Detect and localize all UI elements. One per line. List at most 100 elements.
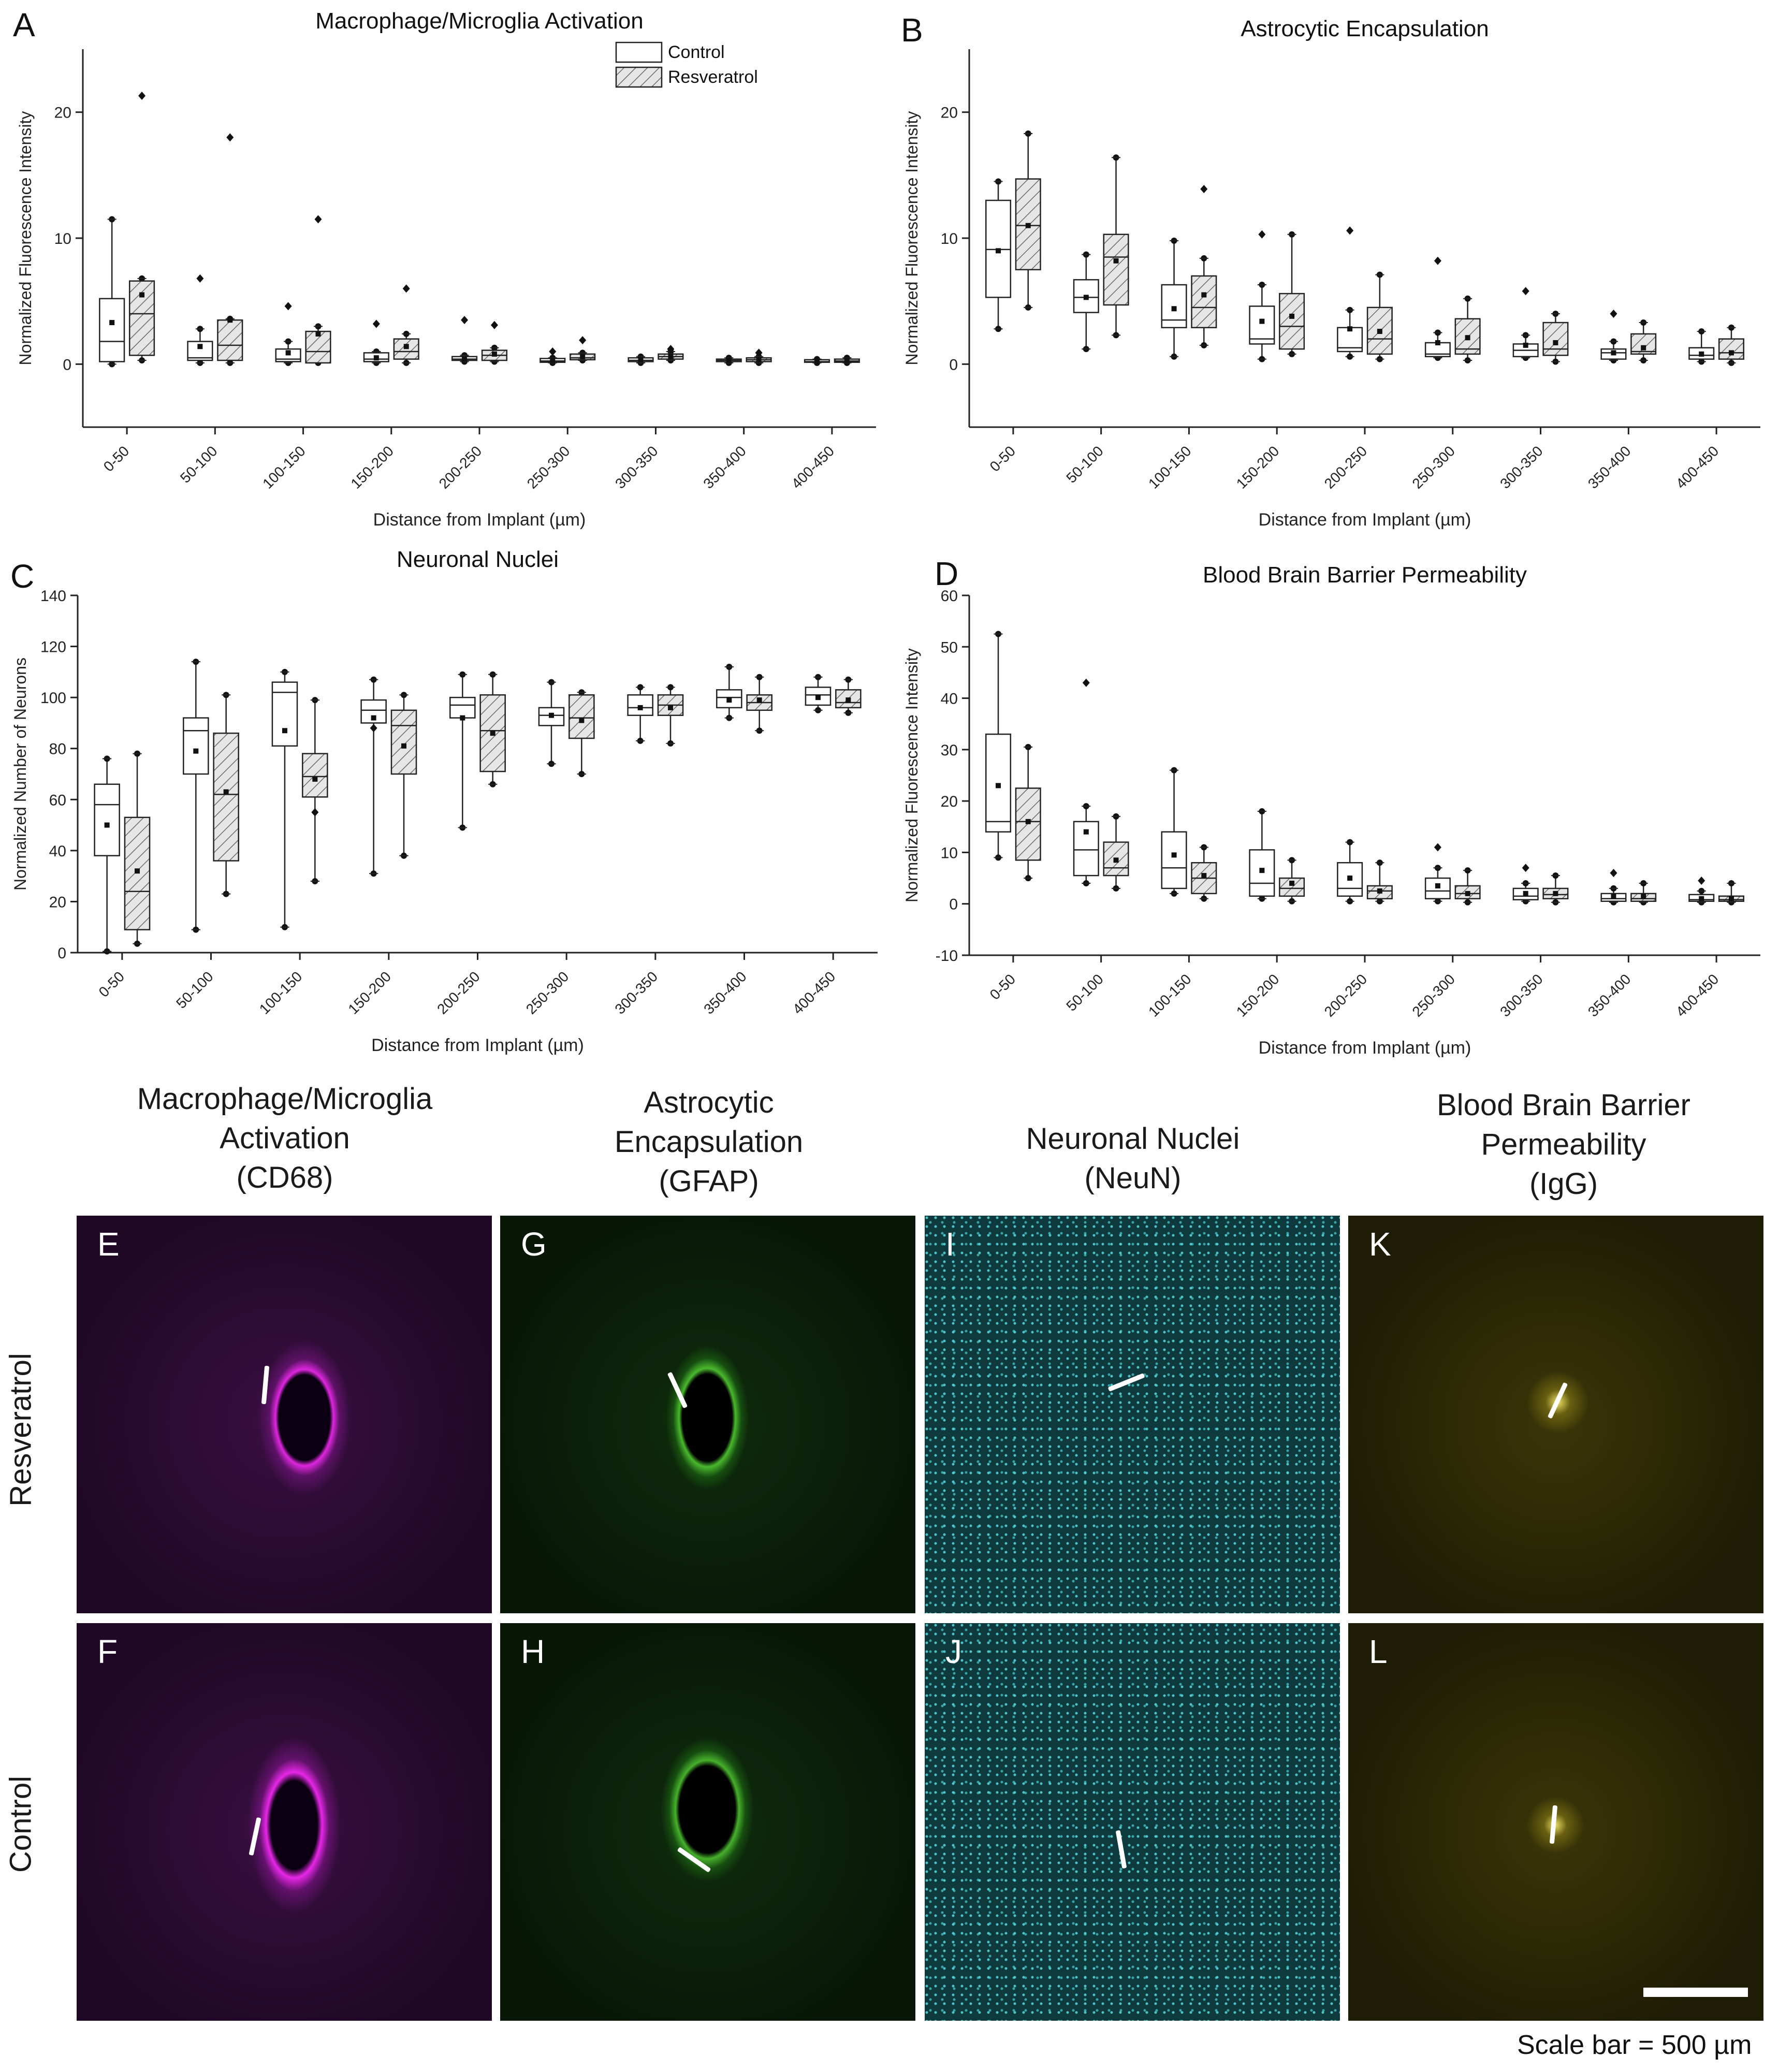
mean-marker (814, 358, 820, 364)
x-tick-label: 350-400 (1585, 443, 1634, 492)
mean-marker (104, 822, 110, 828)
box-resveratrol (302, 753, 328, 798)
y-tick-label: -10 (936, 947, 958, 965)
y-axis-label: Normalized Fluorescence Intensity (902, 111, 921, 366)
x-tick-label: 50-100 (1063, 443, 1106, 486)
y-tick-label: 20 (54, 105, 71, 122)
y-tick-label: 0 (949, 356, 958, 373)
x-tick-label: 350-400 (700, 443, 749, 492)
mean-marker (756, 357, 762, 362)
mean-marker (579, 718, 585, 723)
box-resveratrol (305, 330, 331, 364)
y-axis-label: Normalized Fluorescence Intensity (16, 111, 35, 366)
x-tick-label: 300-350 (1497, 971, 1546, 1020)
x-tick-label: 150-200 (1233, 971, 1282, 1020)
y-tick-label: 20 (49, 894, 66, 911)
mean-marker (550, 358, 556, 363)
x-tick-label: 250-300 (524, 443, 573, 492)
micrograph-tile-g: G (500, 1216, 915, 1613)
column-title-line: Astrocytic (644, 1086, 774, 1119)
mean-marker (193, 748, 199, 754)
column-title-line: Macrophage/Microglia (137, 1082, 433, 1116)
x-tick-label: 250-300 (1409, 443, 1458, 492)
box-control (1161, 831, 1187, 889)
micrograph-tile-i: I (925, 1216, 1340, 1613)
column-title-line: Blood Brain Barrier (1437, 1088, 1690, 1122)
mean-marker (637, 705, 643, 710)
x-tick-label: 50-100 (173, 968, 216, 1012)
mean-marker (1611, 350, 1616, 356)
x-tick-label: 0-50 (987, 443, 1019, 475)
row-label-control: Control (4, 1776, 38, 1873)
y-tick-label: 140 (40, 588, 66, 605)
row-label-resveratrol: Resveratrol (4, 1353, 38, 1507)
x-tick-label: 400-450 (790, 968, 839, 1017)
mean-marker (845, 697, 851, 703)
mean-marker (1025, 819, 1031, 824)
panel-letter: L (1369, 1633, 1388, 1670)
outlier-point (667, 345, 675, 354)
mean-marker (223, 789, 229, 795)
outlier-point (1522, 864, 1529, 872)
column-title-gfap: Astrocytic Encapsulation (GFAP) (502, 1083, 916, 1201)
mean-marker (1289, 313, 1295, 319)
mean-marker (1201, 292, 1207, 298)
chart-title: Neuronal Nuclei (397, 547, 559, 572)
y-tick-label: 10 (54, 230, 71, 247)
box-control (1249, 305, 1275, 345)
x-axis-label: Distance from Implant (µm) (371, 1035, 584, 1055)
mean-marker (1171, 852, 1177, 858)
box-control (449, 696, 476, 719)
mean-marker (1641, 893, 1646, 899)
x-tick-label: 200-250 (436, 443, 485, 492)
mean-marker (996, 248, 1001, 254)
x-axis-label: Distance from Implant (µm) (373, 510, 586, 530)
column-title-line: Activation (220, 1121, 350, 1155)
mean-marker (490, 731, 495, 736)
mean-marker (1523, 342, 1528, 348)
outlier-point (1200, 185, 1208, 194)
x-axis-label: Distance from Implant (µm) (1259, 1038, 1471, 1058)
mean-marker (668, 354, 674, 359)
column-title-line: (CD68) (236, 1161, 333, 1194)
legend-label: Resveratrol (668, 67, 758, 87)
mean-marker (1259, 318, 1265, 324)
x-tick-label: 150-200 (347, 443, 397, 492)
chart-group: A Macrophage/Microglia Activation 0 10 20 Nor… (10, 6, 1760, 1058)
mean-marker (548, 712, 554, 718)
x-tick-label: 400-450 (1673, 971, 1722, 1020)
mean-marker (1728, 896, 1734, 901)
mean-marker (815, 695, 821, 701)
box-control (99, 298, 125, 362)
mean-marker (373, 355, 379, 361)
mean-marker (1083, 295, 1089, 300)
panel-letter: E (97, 1225, 120, 1263)
panel-letter: G (521, 1225, 547, 1263)
mean-marker (844, 358, 850, 363)
box-resveratrol (217, 319, 243, 361)
mean-marker (1699, 896, 1704, 901)
chart-title: Astrocytic Encapsulation (1241, 16, 1489, 41)
mean-marker (282, 728, 287, 734)
mean-marker (1553, 891, 1558, 896)
column-title-igg: Blood Brain Barrier Permeability (IgG) (1357, 1086, 1771, 1204)
column-title-line: Neuronal Nuclei (1026, 1122, 1240, 1156)
implant-marker (1549, 1805, 1558, 1844)
box-resveratrol (390, 709, 417, 775)
x-tick-label: 150-200 (345, 968, 394, 1017)
y-tick-label: 120 (40, 639, 66, 656)
implant-marker (1115, 1830, 1127, 1869)
mean-marker (1289, 881, 1295, 886)
x-tick-label: 300-350 (612, 443, 661, 492)
column-title-neun: Neuronal Nuclei (NeuN) (926, 1119, 1340, 1198)
implant-marker (667, 1371, 688, 1409)
implant-marker (261, 1365, 270, 1405)
y-tick-label: 30 (941, 742, 958, 759)
x-tick-label: 100-150 (1145, 971, 1194, 1020)
micrograph-tile-e: E (77, 1216, 492, 1613)
outlier-point (1698, 877, 1705, 885)
x-tick-label: 0-50 (96, 968, 128, 1000)
box-resveratrol (1103, 234, 1129, 306)
outlier-point (1258, 230, 1266, 239)
implant-marker (677, 1847, 711, 1873)
